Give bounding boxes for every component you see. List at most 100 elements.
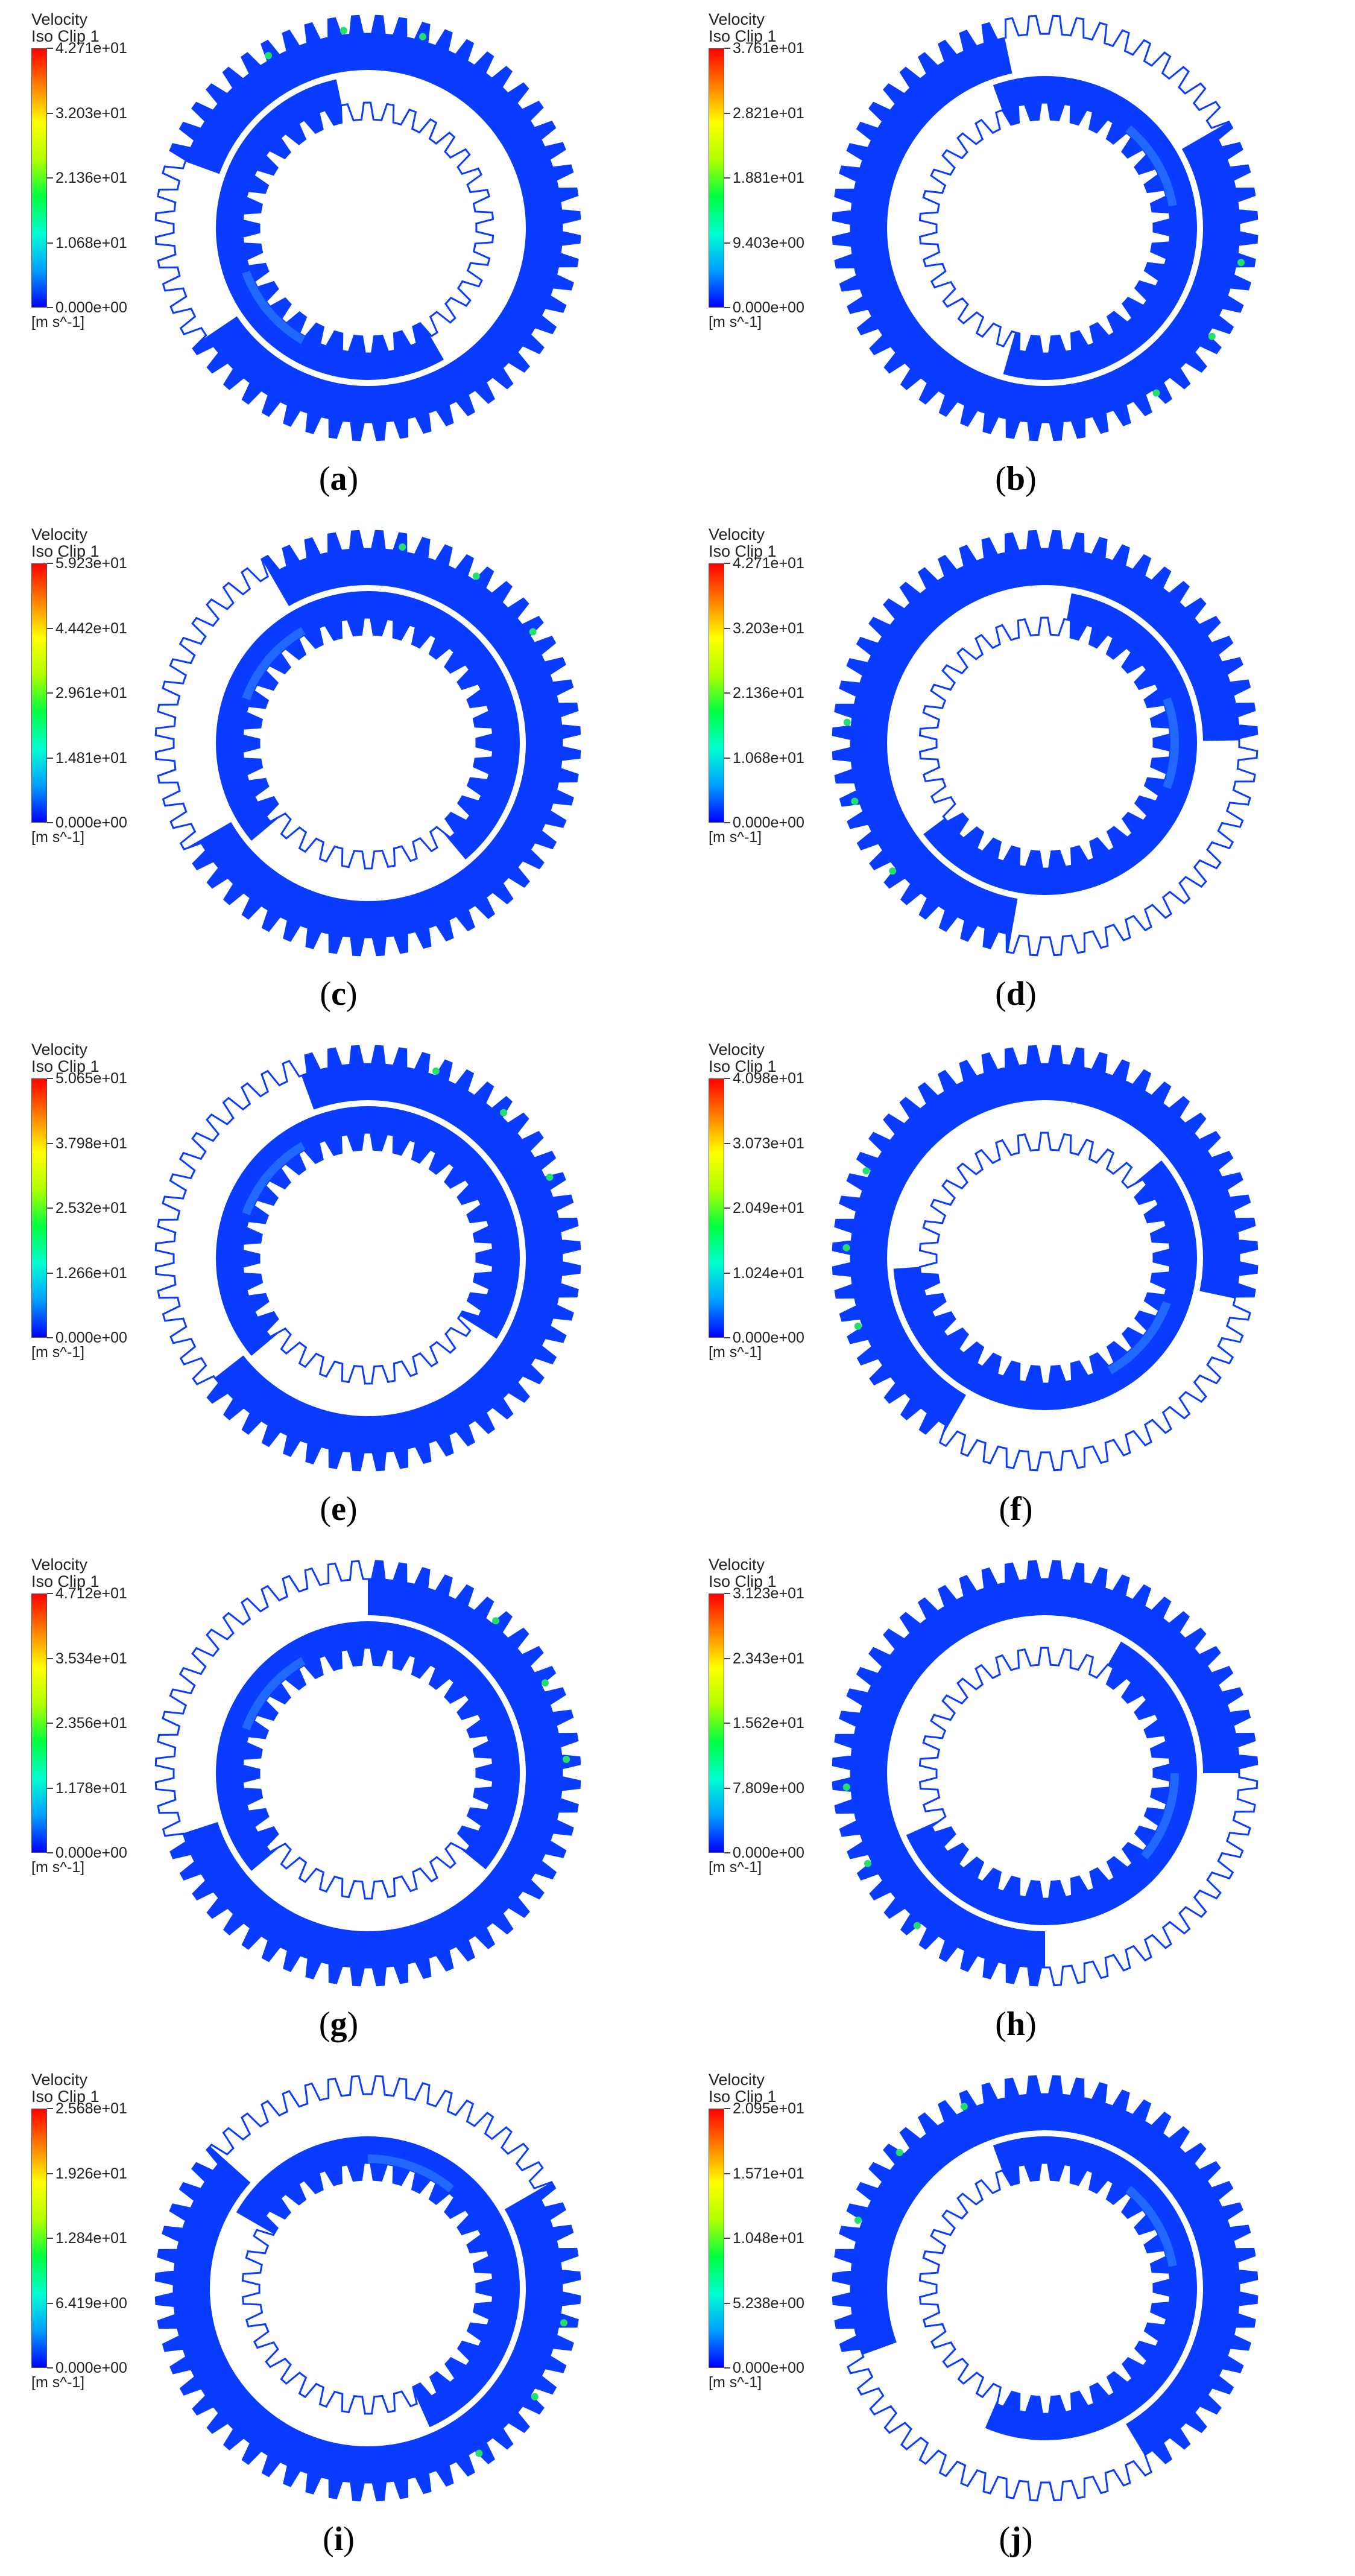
high-velocity-spot	[842, 1244, 850, 1252]
velocity-streak	[1125, 125, 1177, 207]
colorbar-tick-label: 0.000e+00	[55, 299, 127, 316]
legend-subtitle: Iso Clip 1	[709, 1572, 777, 1590]
velocity-streak	[1125, 2185, 1177, 2267]
colorbar-tick	[47, 627, 53, 629]
inner-fluid-region	[216, 2136, 520, 2440]
colorbar	[31, 2109, 47, 2368]
colorbar-tick-label: 2.343e+01	[733, 1650, 804, 1667]
colorbar-tick	[724, 112, 730, 114]
high-velocity-spot	[399, 543, 406, 551]
legend-variable: Velocity	[31, 1040, 88, 1059]
colorbar-tick-label: 1.481e+01	[55, 749, 127, 767]
colorbar-tick-label: 1.881e+01	[733, 169, 804, 186]
colorbar-tick	[47, 1078, 53, 1079]
high-velocity-spot	[531, 2393, 539, 2400]
panel-caption: (c)	[320, 975, 358, 1013]
legend-variable: Velocity	[31, 525, 88, 543]
inner-fluid-region	[216, 1106, 520, 1410]
colorbar-tick-label: 1.178e+01	[55, 1779, 127, 1797]
high-velocity-spot	[529, 628, 537, 636]
legend-title: Velocity Iso Clip 1	[31, 1041, 99, 1075]
high-velocity-spot	[475, 2449, 483, 2457]
legend-variable: Velocity	[709, 525, 765, 543]
colorbar-tick-label: 3.761e+01	[733, 40, 804, 57]
colorbar-tick-label: 3.203e+01	[55, 104, 127, 122]
colorbar	[709, 48, 724, 308]
high-velocity-spot	[472, 572, 480, 580]
high-velocity-spot	[913, 1922, 921, 1929]
colorbar-tick-label: 0.000e+00	[55, 1844, 127, 1861]
colorbar-tick-label: 6.419e+00	[55, 2294, 127, 2312]
colorbar-tick-label: 3.123e+01	[733, 1585, 804, 1602]
colorbar-tick-label: 4.712e+01	[55, 1585, 127, 1602]
high-velocity-spot	[1237, 259, 1245, 267]
legend-variable: Velocity	[709, 2071, 765, 2089]
colorbar-unit: [m s^-1]	[709, 829, 762, 846]
colorbar-tick	[47, 757, 53, 759]
panel-letter: g	[330, 2005, 347, 2043]
colorbar-tick-label: 5.238e+00	[733, 2294, 804, 2312]
high-velocity-spot	[546, 1173, 554, 1181]
colorbar	[709, 1078, 724, 1338]
colorbar-tick-label: 2.821e+01	[733, 104, 804, 122]
high-velocity-spot	[1208, 332, 1216, 340]
legend-subtitle: Iso Clip 1	[31, 542, 99, 560]
colorbar-unit: [m s^-1]	[709, 2374, 762, 2391]
colorbar-tick	[47, 2367, 53, 2369]
colorbar-tick	[47, 1207, 53, 1209]
high-velocity-spot	[864, 1859, 871, 1867]
legend-title: Velocity Iso Clip 1	[31, 2071, 99, 2105]
colorbar-tick	[47, 2238, 53, 2239]
colorbar-tick	[724, 1272, 730, 1274]
high-velocity-spot	[960, 2103, 968, 2110]
legend-subtitle: Iso Clip 1	[31, 27, 99, 45]
legend-variable: Velocity	[709, 10, 765, 28]
panel-letter: f	[1010, 1490, 1022, 1528]
colorbar-unit: [m s^-1]	[31, 314, 85, 331]
colorbar-tick	[724, 2302, 730, 2304]
colorbar-tick	[47, 1272, 53, 1274]
colorbar-tick	[724, 2367, 730, 2369]
panel-caption: (e)	[320, 1490, 358, 1528]
inner-gear-outline	[918, 1131, 1172, 1385]
high-velocity-spot	[862, 1167, 870, 1175]
colorbar-tick	[724, 177, 730, 179]
colorbar-tick	[47, 2302, 53, 2304]
colorbar-tick	[47, 1593, 53, 1594]
high-velocity-spot	[265, 52, 272, 60]
colorbar-unit: [m s^-1]	[709, 1859, 762, 1876]
velocity-contour-plot	[154, 530, 581, 957]
colorbar-tick	[47, 1787, 53, 1789]
panel-a: Velocity Iso Clip 1 4.271e+01 3.203e+01 2.13…	[0, 0, 677, 515]
colorbar-tick	[47, 307, 53, 308]
legend-title: Velocity Iso Clip 1	[31, 11, 99, 45]
legend-title: Velocity Iso Clip 1	[31, 526, 99, 560]
colorbar-tick	[47, 242, 53, 244]
inner-fluid-region	[950, 2136, 1197, 2440]
colorbar-tick	[47, 692, 53, 694]
high-velocity-spot	[560, 2319, 567, 2327]
colorbar-tick	[47, 112, 53, 114]
panel-letter: b	[1006, 460, 1026, 498]
colorbar-tick	[724, 1337, 730, 1338]
inner-fluid-region	[216, 76, 488, 380]
panel-letter: c	[331, 975, 346, 1013]
legend-subtitle: Iso Clip 1	[31, 1572, 99, 1590]
velocity-streak	[1163, 697, 1179, 790]
colorbar-tick-label: 1.068e+01	[733, 749, 804, 767]
colorbar-tick	[724, 48, 730, 49]
panel-c: Velocity Iso Clip 1 5.923e+01 4.442e+01 2.96…	[0, 515, 677, 1030]
colorbar-tick-label: 0.000e+00	[55, 2359, 127, 2376]
inner-fluid-region	[893, 1106, 1197, 1410]
colorbar	[709, 1593, 724, 1853]
colorbar-tick-label: 0.000e+00	[733, 299, 804, 316]
legend-title: Velocity Iso Clip 1	[709, 11, 777, 45]
colorbar-unit: [m s^-1]	[709, 1344, 762, 1361]
colorbar-tick	[47, 1852, 53, 1853]
colorbar-tick-label: 1.562e+01	[733, 1715, 804, 1732]
panel-e: Velocity Iso Clip 1 5.065e+01 3.798e+01 2.53…	[0, 1030, 677, 1545]
colorbar-tick	[724, 692, 730, 694]
colorbar-unit: [m s^-1]	[31, 829, 85, 846]
panel-caption: (f)	[999, 1490, 1033, 1528]
colorbar-tick-label: 3.073e+01	[733, 1135, 804, 1152]
